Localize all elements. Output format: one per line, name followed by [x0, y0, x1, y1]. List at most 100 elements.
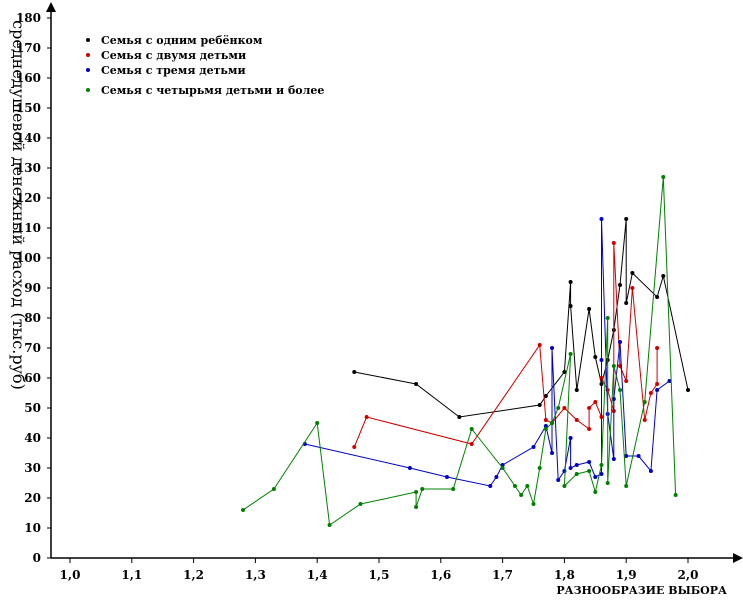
data-point: [543, 424, 548, 428]
data-point: [655, 388, 660, 392]
data-point: [661, 274, 666, 278]
data-point: [605, 316, 610, 320]
data-point: [655, 346, 660, 350]
data-point: [241, 508, 246, 512]
data-point: [587, 469, 592, 473]
y-tick-label: 120: [16, 191, 41, 205]
y-tick-label: 80: [24, 311, 41, 325]
y-tick-label: 60: [24, 371, 41, 385]
data-point: [593, 400, 598, 404]
legend: Семья с одним ребёнком Семья с двумя деть…: [86, 34, 324, 97]
x-tick-label: 1,7: [492, 568, 513, 582]
data-point: [574, 472, 579, 476]
y-tick-label: 140: [16, 131, 41, 145]
legend-marker: [86, 53, 90, 57]
data-point: [574, 418, 579, 422]
x-tick-label: 1,2: [183, 568, 204, 582]
legend-label: Семья с четырьмя детьми и более: [101, 84, 324, 97]
y-tick-label: 10: [24, 521, 41, 535]
data-point: [599, 472, 604, 476]
data-point: [568, 280, 573, 284]
series-3: [302, 217, 672, 488]
data-point: [642, 418, 647, 422]
data-point: [556, 478, 561, 482]
data-point: [537, 403, 542, 407]
data-point: [451, 487, 456, 491]
data-point: [568, 466, 573, 470]
y-tick-label: 180: [16, 11, 41, 25]
data-point: [519, 493, 524, 497]
data-point: [550, 346, 555, 350]
data-point: [315, 421, 320, 425]
y-tick-label: 160: [16, 71, 41, 85]
data-point: [574, 388, 579, 392]
x-tick-label: 1,5: [369, 568, 390, 582]
series-4: [241, 175, 678, 527]
data-point: [537, 466, 542, 470]
data-point: [550, 421, 555, 425]
data-point: [537, 343, 542, 347]
data-point: [599, 217, 604, 221]
series-line: [354, 218, 689, 418]
data-point: [500, 466, 505, 470]
data-point: [414, 505, 419, 509]
data-point: [642, 400, 647, 404]
data-point: [648, 469, 653, 473]
legend-item: Семья с четырьмя детьми и более: [86, 84, 324, 97]
data-point: [587, 406, 592, 410]
data-point: [593, 490, 598, 494]
series-1: [352, 217, 690, 419]
data-point: [568, 304, 573, 308]
data-point: [605, 481, 610, 485]
data-point: [364, 415, 369, 419]
y-tick-label: 20: [24, 491, 41, 505]
data-point: [543, 394, 548, 398]
data-point: [599, 463, 604, 467]
y-tick-label: 90: [24, 281, 41, 295]
data-point: [624, 217, 629, 221]
data-point: [358, 502, 363, 506]
data-point: [568, 436, 573, 440]
x-tick-label: 2,0: [678, 568, 699, 582]
x-ticks: 1,0 1,1 1,2 1,3 1,4 1,5 1,6 1,7 1,8 1,9 2,0: [60, 558, 699, 582]
x-tick-label: 1,4: [307, 568, 328, 582]
data-point: [599, 358, 604, 362]
legend-marker: [86, 38, 90, 42]
y-tick-label: 170: [16, 41, 41, 55]
data-point: [636, 454, 641, 458]
y-tick-label: 40: [24, 431, 41, 445]
data-point: [630, 271, 635, 275]
legend-marker: [86, 88, 90, 92]
data-point: [624, 484, 629, 488]
data-point: [414, 490, 419, 494]
x-tick-label: 1,6: [430, 568, 451, 582]
data-point: [618, 340, 623, 344]
data-point: [469, 442, 474, 446]
data-point: [562, 469, 567, 473]
legend-label: Семья с одним ребёнком: [101, 34, 263, 47]
data-point: [271, 487, 276, 491]
data-point: [587, 307, 592, 311]
data-point: [512, 484, 517, 488]
axes: [46, 2, 743, 563]
y-tick-label: 110: [16, 221, 41, 235]
data-point: [525, 484, 530, 488]
data-point: [407, 466, 412, 470]
legend-item: Семья с тремя детьми: [86, 64, 246, 77]
x-axis-title: РАЗНООБРАЗИЕ ВЫБОРА: [556, 584, 727, 597]
data-point: [531, 445, 536, 449]
legend-item: Семья с двумя детьми: [86, 49, 246, 62]
data-point: [673, 493, 678, 497]
data-point: [556, 406, 561, 410]
y-axis-title: среднедушевой денежный расход (тыс.руб): [9, 20, 28, 390]
legend-item: Семья с одним ребёнком: [86, 34, 263, 47]
data-point: [611, 457, 616, 461]
y-ticks: 0 10 20 30 40 50 60 70 80 90 100 110 120 130 140 150 160…: [16, 11, 51, 565]
data-point: [550, 451, 555, 455]
data-point: [655, 382, 660, 386]
data-point: [611, 397, 616, 401]
y-tick-label: 100: [16, 251, 41, 265]
data-point: [655, 295, 660, 299]
legend-label: Семья с двумя детьми: [101, 49, 246, 62]
data-point: [624, 379, 629, 383]
